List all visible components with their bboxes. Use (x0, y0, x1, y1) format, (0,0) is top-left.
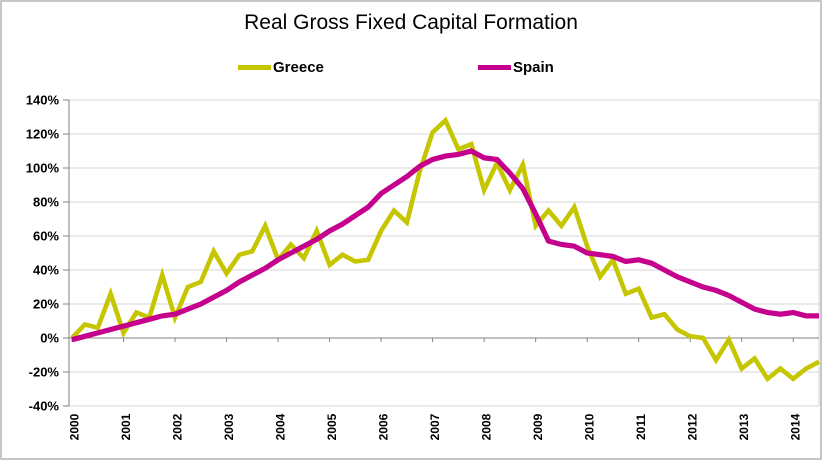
greece-line-swatch (238, 64, 271, 70)
line-greece (70, 116, 820, 383)
x-axis-label: 2004 (274, 413, 288, 440)
legend-item-spain: Spain (478, 57, 554, 77)
y-axis-label: 20% (33, 297, 59, 312)
y-axis-label: 120% (26, 127, 60, 142)
x-axis-label: 2005 (325, 413, 339, 440)
chart-title: Real Gross Fixed Capital Formation (244, 11, 578, 34)
y-axis-label: 60% (33, 229, 59, 244)
legend-label-greece: Greece (273, 58, 324, 76)
x-axis-label: 2009 (531, 413, 545, 440)
y-axis-label: 100% (26, 161, 60, 176)
x-axis-label: 2002 (171, 413, 185, 440)
y-axis-label: 80% (33, 195, 59, 210)
x-axis-label: 2012 (686, 413, 700, 440)
spain-line-swatch (478, 64, 511, 70)
y-axis-label: 0% (40, 331, 59, 346)
y-axis-label: 140% (26, 93, 60, 108)
x-axis-label: 2011 (634, 414, 648, 440)
x-axis-label: 2010 (583, 413, 597, 440)
x-axis-label: 2003 (222, 413, 236, 440)
x-axis-label: 2000 (68, 413, 82, 440)
y-axis-label: -20% (29, 365, 60, 380)
legend-label-spain: Spain (513, 58, 554, 76)
x-axis-label: 2007 (428, 413, 442, 440)
x-axis-label: 2014 (789, 413, 803, 440)
x-axis-label: 2013 (737, 413, 751, 440)
y-axis-label: 40% (33, 263, 59, 278)
y-axis-label: -40% (29, 399, 60, 414)
legend-item-greece: Greece (238, 57, 324, 77)
legend: Greece Spain (2, 57, 820, 77)
line-spain (71, 148, 819, 343)
x-axis-label: 2006 (377, 413, 391, 440)
x-axis-label: 2001 (119, 413, 133, 440)
x-axis-label: 2008 (480, 413, 494, 440)
